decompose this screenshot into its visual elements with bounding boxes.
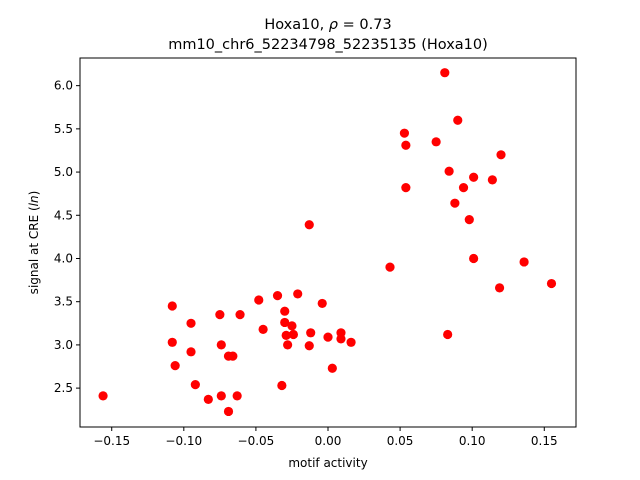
data-point-42 bbox=[443, 329, 453, 340]
data-point-38 bbox=[401, 140, 411, 150]
x-tick-label: 0.00 bbox=[315, 434, 342, 448]
data-point-29 bbox=[306, 328, 316, 338]
data-point-8 bbox=[215, 310, 225, 320]
data-point-13 bbox=[228, 351, 238, 361]
y-tick-label: 3.5 bbox=[54, 295, 73, 309]
x-tick-label: −0.15 bbox=[93, 434, 130, 448]
data-point-34 bbox=[336, 334, 346, 344]
data-point-3 bbox=[170, 361, 180, 371]
data-point-52 bbox=[496, 150, 506, 160]
data-point-1 bbox=[167, 301, 177, 311]
x-tick-label: −0.10 bbox=[165, 434, 202, 448]
data-point-21 bbox=[280, 317, 290, 328]
data-point-23 bbox=[283, 340, 293, 350]
data-point-0 bbox=[98, 391, 108, 401]
data-point-37 bbox=[399, 128, 410, 138]
data-point-12 bbox=[223, 406, 234, 417]
data-point-10 bbox=[216, 391, 226, 401]
y-tick-label: 5.0 bbox=[54, 165, 73, 179]
y-axis-label: signal at CRE (ln) bbox=[27, 191, 41, 295]
data-point-17 bbox=[258, 324, 268, 334]
data-point-18 bbox=[272, 291, 283, 301]
data-point-14 bbox=[232, 391, 242, 401]
x-tick-label: −0.05 bbox=[238, 434, 275, 448]
plot-area bbox=[98, 68, 557, 417]
data-point-16 bbox=[254, 295, 264, 305]
data-point-27 bbox=[304, 220, 314, 230]
data-point-47 bbox=[464, 215, 474, 225]
data-point-20 bbox=[280, 306, 290, 316]
data-point-41 bbox=[440, 68, 450, 78]
data-point-2 bbox=[167, 337, 177, 347]
x-tick-label: 0.05 bbox=[387, 434, 414, 448]
data-point-5 bbox=[186, 347, 196, 357]
data-point-25 bbox=[288, 329, 298, 340]
data-point-36 bbox=[385, 262, 395, 272]
y-tick-label: 3.0 bbox=[54, 338, 73, 352]
data-point-28 bbox=[304, 341, 314, 351]
x-axis: −0.15 −0.10 −0.05 0.00 0.05 0.10 0.15 bbox=[93, 427, 558, 448]
data-point-54 bbox=[546, 278, 557, 289]
data-point-35 bbox=[346, 337, 356, 347]
data-point-7 bbox=[203, 394, 213, 404]
data-point-6 bbox=[190, 380, 200, 390]
data-point-26 bbox=[293, 289, 303, 299]
data-point-40 bbox=[431, 137, 441, 147]
data-point-51 bbox=[494, 283, 505, 293]
y-tick-label: 4.5 bbox=[54, 208, 73, 222]
y-tick-label: 4.0 bbox=[54, 251, 73, 265]
data-point-43 bbox=[444, 166, 454, 176]
x-tick-label: 0.15 bbox=[531, 434, 558, 448]
data-point-24 bbox=[287, 321, 297, 331]
y-tick-label: 2.5 bbox=[54, 381, 73, 395]
data-point-48 bbox=[469, 172, 479, 182]
data-point-50 bbox=[487, 175, 497, 185]
data-point-39 bbox=[401, 183, 411, 193]
data-point-9 bbox=[216, 340, 226, 350]
chart-title-line1: Hoxa10, ρ = 0.73 bbox=[264, 17, 391, 33]
chart-title-line2: mm10_chr6_52234798_52235135 (Hoxa10) bbox=[168, 37, 488, 53]
x-tick-label: 0.10 bbox=[459, 434, 486, 448]
x-axis-label: motif activity bbox=[288, 456, 367, 470]
data-point-4 bbox=[186, 318, 196, 328]
data-point-30 bbox=[317, 298, 327, 309]
data-point-19 bbox=[277, 380, 287, 391]
data-point-49 bbox=[469, 253, 479, 264]
data-point-44 bbox=[450, 198, 460, 208]
data-point-46 bbox=[458, 183, 469, 193]
y-axis: 2.5 3.0 3.5 4.0 4.5 5.0 5.5 6.0 bbox=[54, 79, 80, 395]
data-point-15 bbox=[235, 310, 245, 320]
data-point-53 bbox=[519, 257, 529, 267]
data-point-45 bbox=[453, 115, 463, 125]
data-point-22 bbox=[281, 330, 291, 340]
axes-frame bbox=[79, 57, 577, 428]
y-tick-label: 5.5 bbox=[54, 122, 73, 136]
data-point-31 bbox=[323, 332, 333, 342]
data-point-32 bbox=[327, 363, 337, 373]
y-tick-label: 6.0 bbox=[54, 79, 73, 93]
